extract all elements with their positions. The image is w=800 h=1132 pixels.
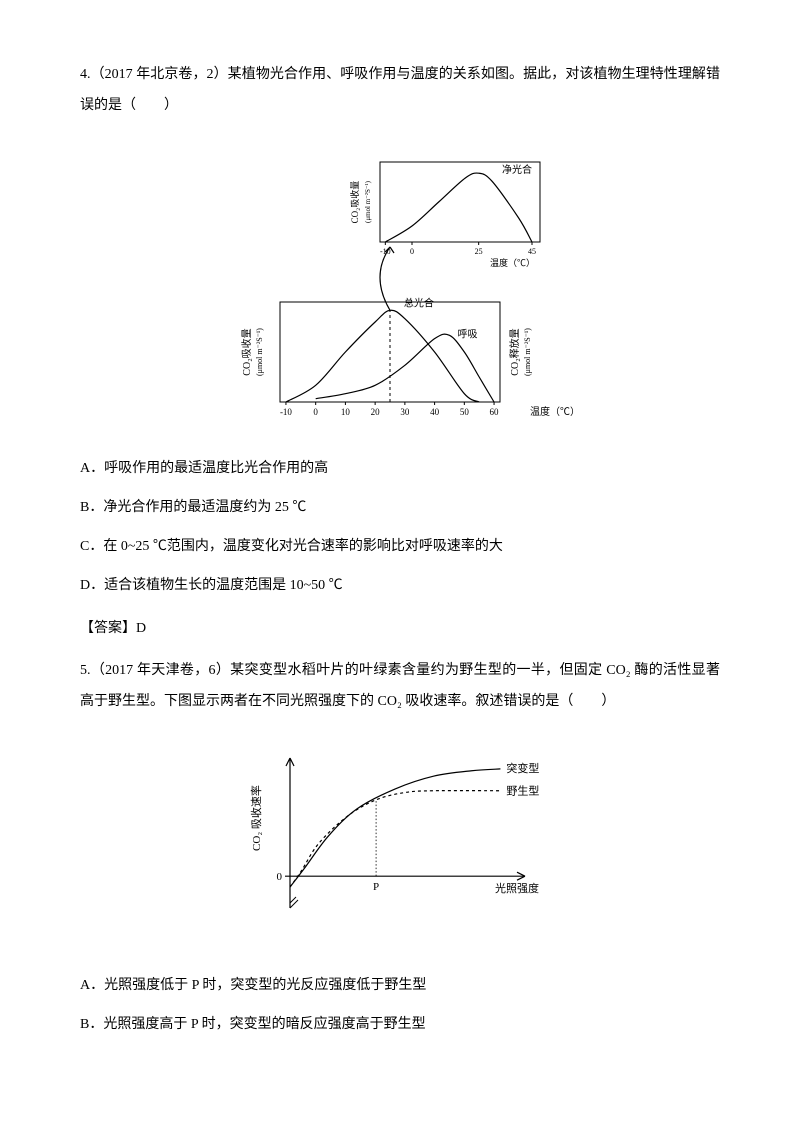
svg-text:CO₂释放量: CO₂释放量 bbox=[508, 328, 521, 375]
svg-text:温度（℃）: 温度（℃） bbox=[490, 257, 535, 268]
q4-option-b: B．净光合作用的最适温度约为 25 ℃ bbox=[80, 493, 720, 524]
svg-text:10: 10 bbox=[341, 407, 351, 417]
svg-text:30: 30 bbox=[400, 407, 410, 417]
svg-text:呼吸: 呼吸 bbox=[457, 328, 477, 340]
svg-text:野生型: 野生型 bbox=[506, 784, 539, 798]
svg-text:40: 40 bbox=[430, 407, 440, 417]
q5-option-a: A．光照强度低于 P 时，突变型的光反应强度低于野生型 bbox=[80, 971, 720, 1002]
svg-text:(μmol m⁻²S⁻¹): (μmol m⁻²S⁻¹) bbox=[364, 180, 372, 223]
svg-text:CO₂ 吸收速率: CO₂ 吸收速率 bbox=[249, 785, 263, 851]
svg-text:CO₂吸收量: CO₂吸收量 bbox=[349, 180, 360, 223]
q4-option-a: A．呼吸作用的最适温度比光合作用的高 bbox=[80, 454, 720, 485]
q4-option-d: D．适合该植物生长的温度范围是 10~50 ℃ bbox=[80, 571, 720, 602]
svg-text:(μmol m⁻²S⁻¹): (μmol m⁻²S⁻¹) bbox=[255, 327, 264, 375]
svg-text:P: P bbox=[373, 881, 379, 893]
svg-text:0: 0 bbox=[410, 247, 414, 256]
q5-stem: 5.（2017 年天津卷，6）某突变型水稻叶片的叶绿素含量约为野生型的一半，但固… bbox=[80, 656, 720, 718]
q5-option-b: B．光照强度高于 P 时，突变型的暗反应强度高于野生型 bbox=[80, 1010, 720, 1041]
svg-text:45: 45 bbox=[528, 247, 536, 256]
svg-text:总光合: 总光合 bbox=[404, 296, 434, 309]
svg-text:(μmol m⁻²S⁻¹): (μmol m⁻²S⁻¹) bbox=[523, 327, 532, 375]
q4-figure: -100102030405060温度（℃）总光合呼吸CO₂吸收量(μmol m⁻… bbox=[80, 142, 720, 435]
svg-text:光照强度: 光照强度 bbox=[495, 881, 539, 895]
q4-stem: 4.（2017 年北京卷，2）某植物光合作用、呼吸作用与温度的关系如图。据此，对… bbox=[80, 60, 720, 122]
svg-text:温度（℃）: 温度（℃） bbox=[530, 405, 580, 418]
q4-option-c: C．在 0~25 ℃范围内，温度变化对光合速率的影响比对呼吸速率的大 bbox=[80, 532, 720, 563]
svg-text:20: 20 bbox=[371, 407, 381, 417]
svg-text:-10: -10 bbox=[280, 407, 292, 417]
svg-text:0: 0 bbox=[277, 871, 283, 883]
svg-text:60: 60 bbox=[490, 407, 500, 417]
svg-text:50: 50 bbox=[460, 407, 470, 417]
svg-text:净光合: 净光合 bbox=[502, 163, 532, 176]
svg-text:CO₂吸收量: CO₂吸收量 bbox=[240, 328, 253, 375]
svg-text:0: 0 bbox=[313, 407, 318, 417]
svg-text:突变型: 突变型 bbox=[506, 761, 539, 775]
svg-text:25: 25 bbox=[475, 247, 483, 256]
q4-answer: 【答案】D bbox=[80, 614, 720, 645]
q5-figure: P 0 突变型野生型光照强度 CO₂ 吸收速率 bbox=[80, 738, 720, 951]
